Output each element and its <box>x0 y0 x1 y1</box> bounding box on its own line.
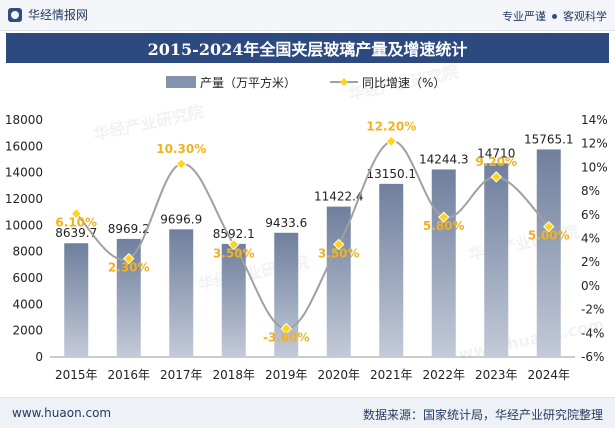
x-tick-label: 2020年 <box>317 368 360 382</box>
tag-2: 客观科学 <box>563 10 607 23</box>
tagline: 专业严谨 客观科学 <box>502 8 607 24</box>
brand: 华经情报网 <box>8 6 88 23</box>
y-right-tick-label: 4% <box>581 232 600 246</box>
bar <box>64 243 89 357</box>
y-left-tick-label: 2000 <box>12 324 43 338</box>
rate-label: 3.50% <box>318 246 360 260</box>
legend: 产量（万平方米） 同比增速（%） <box>166 75 445 90</box>
tag-1: 专业严谨 <box>502 10 546 23</box>
rate-label: 5.80% <box>423 219 465 233</box>
bar-value-label: 14244.3 <box>419 152 469 166</box>
y-right-tick-label: 12% <box>581 137 608 151</box>
line-point-marker <box>490 171 502 183</box>
bar-value-label: 11422.4 <box>314 190 364 204</box>
growth-line <box>75 140 550 330</box>
y-right-tick-label: 14% <box>581 113 608 127</box>
dot-icon <box>552 13 557 19</box>
bar <box>169 229 194 357</box>
bar <box>536 149 561 357</box>
y-right-tick-label: -2% <box>581 303 604 317</box>
x-tick-label: 2019年 <box>265 368 308 382</box>
legend-bar-swatch <box>166 76 196 88</box>
line-point-marker <box>543 220 555 233</box>
line-point-marker <box>280 322 292 335</box>
bar <box>379 183 404 357</box>
legend-line-label: 同比增速（%） <box>362 76 445 90</box>
bar-value-label: 9433.6 <box>265 216 307 230</box>
y-right-tick-label: 8% <box>581 184 600 198</box>
rate-label: 10.30% <box>156 142 206 156</box>
rate-label: 3.50% <box>213 246 255 260</box>
bar <box>431 169 456 357</box>
footer-url: www.huaon.com <box>12 406 112 420</box>
bar-value-label: 8592.1 <box>213 227 255 241</box>
y-right-tick-label: -6% <box>581 350 604 364</box>
y-left-tick-label: 14000 <box>5 166 43 180</box>
line-point-marker <box>438 211 450 223</box>
rate-label: 6.10% <box>55 216 97 230</box>
y-left-tick-label: 12000 <box>5 192 43 206</box>
bar-value-label: 8969.2 <box>108 222 150 236</box>
x-tick-label: 2024年 <box>527 368 570 382</box>
x-tick-label: 2022年 <box>422 368 465 382</box>
y-right-tick-label: 6% <box>581 208 600 222</box>
y-left-tick-label: 10000 <box>5 218 43 232</box>
x-tick-label: 2017年 <box>160 368 203 382</box>
bar <box>484 163 509 357</box>
bar-value-label: 9696.9 <box>160 212 202 226</box>
x-tick-label: 2018年 <box>212 368 255 382</box>
axes: 0 2000 4000 6000 8000 10000 12000 14000 16000 180… <box>5 113 608 382</box>
bar-labels: 8639.7 8969.2 9696.9 8592.1 9433.6 11422.4131… <box>55 132 573 240</box>
rate-label: 12.20% <box>366 119 416 133</box>
y-right-tick-label: -4% <box>581 326 604 340</box>
x-tick-label: 2023年 <box>475 368 518 382</box>
bar <box>274 232 299 357</box>
y-right-tick-label: 10% <box>581 160 608 174</box>
y-right-tick-label: 2% <box>581 255 600 269</box>
legend-bar-label: 产量（万平方米） <box>200 75 296 90</box>
x-tick-label: 2021年 <box>370 368 413 382</box>
bar-value-label: 15765.1 <box>524 132 574 146</box>
rate-label: 5.00% <box>528 229 570 243</box>
bar-value-label: 13150.1 <box>366 167 416 181</box>
y-left-tick-label: 16000 <box>5 139 43 153</box>
rate-labels: 6.10% 2.30% 10.30% 3.50% -3.60% 3.50% 12.20% 5.… <box>55 119 569 344</box>
top-bar: 华经情报网 专业严谨 客观科学 <box>0 0 615 31</box>
footer: www.huaon.com 数据来源：国家统计局，华经产业研究院整理 <box>0 397 615 428</box>
line-point-marker <box>123 252 135 265</box>
y-left-tick-label: 6000 <box>12 271 43 285</box>
bar-value-label: 14710 <box>477 146 515 160</box>
legend-marker-icon <box>340 78 348 86</box>
footer-source: 数据来源：国家统计局，华经产业研究院整理 <box>362 408 603 422</box>
line-point-marker <box>333 238 345 251</box>
y-left-tick-label: 0 <box>35 350 43 364</box>
bar <box>221 243 246 357</box>
rate-label: 2.30% <box>108 261 150 275</box>
line-point-marker <box>175 158 187 170</box>
bar <box>326 206 351 357</box>
y-right-tick-label: 0% <box>581 279 600 293</box>
chart-title: 2015-2024年全国夹层玻璃产量及增速统计 <box>6 33 609 63</box>
y-left-tick-label: 8000 <box>12 245 43 259</box>
rate-label: 9.20% <box>475 155 517 169</box>
line-series <box>70 135 555 335</box>
line-point-marker <box>385 135 397 148</box>
y-left-tick-label: 4000 <box>12 297 43 311</box>
line-point-marker <box>70 207 82 220</box>
line-point-marker <box>228 238 240 251</box>
y-left-tick-label: 18000 <box>5 113 43 127</box>
x-tick-label: 2015年 <box>55 368 98 382</box>
rate-label: -3.60% <box>263 331 310 345</box>
bar-value-label: 8639.7 <box>55 226 97 240</box>
brand-logo-icon <box>8 7 22 22</box>
watermark-text: 华经产业研究院 <box>92 102 206 144</box>
brand-name: 华经情报网 <box>28 8 89 22</box>
x-tick-label: 2016年 <box>107 368 150 382</box>
